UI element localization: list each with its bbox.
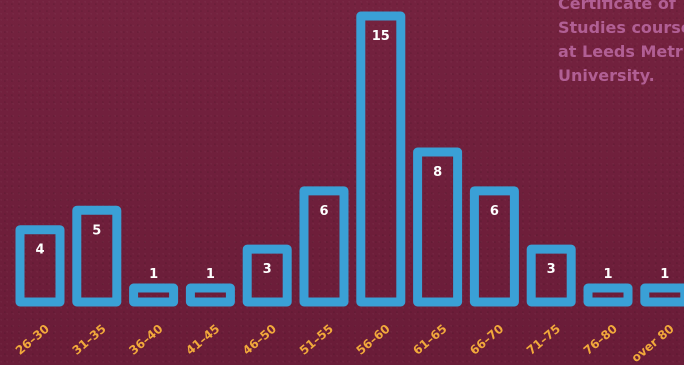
annotation-line: University.	[558, 66, 655, 85]
value-label: 6	[490, 204, 499, 219]
bar-31–35	[72, 205, 122, 307]
annotation-line: at Leeds Metr	[558, 42, 683, 61]
value-label: 1	[660, 267, 669, 282]
bar-over 80	[640, 283, 684, 307]
bar-36–40	[129, 283, 179, 307]
annotation-line: Studies course	[558, 18, 684, 37]
bar-41–45	[185, 283, 235, 307]
value-label: 15	[372, 29, 390, 44]
tick-label: 66–70	[467, 322, 506, 358]
tick-labels-layer: 26–30 31–35 36–40 41–45 46–50 51–55 56–60 61–65…	[13, 322, 677, 365]
value-label: 5	[92, 223, 101, 238]
tick-label: 71–75	[524, 322, 563, 358]
value-label: 3	[547, 262, 556, 277]
value-label: 1	[149, 267, 158, 282]
tick-label: over 80	[629, 322, 677, 365]
value-label: 6	[319, 204, 328, 219]
value-label: 1	[206, 267, 215, 282]
tick-label: 26–30	[13, 322, 52, 358]
bar-76–80	[583, 283, 633, 307]
bar-61–65	[413, 147, 463, 307]
tick-label: 61–65	[410, 322, 449, 358]
value-label: 4	[35, 243, 44, 258]
bar-46–50	[242, 244, 292, 307]
bar-71–75	[526, 244, 576, 307]
bar-66–70	[469, 186, 519, 307]
bar-26–30	[15, 225, 65, 307]
value-labels-layer: 4 5 1 1 3 6 15 8 6 3 1 1	[35, 29, 669, 282]
value-label: 3	[263, 262, 272, 277]
tick-label: 56–60	[354, 322, 393, 358]
tick-label: 41–45	[183, 322, 222, 358]
tick-label: 36–40	[126, 322, 165, 358]
bar-51–55	[299, 186, 349, 307]
value-label: 8	[433, 165, 442, 180]
tick-label: 76–80	[581, 322, 620, 358]
bars-layer	[15, 11, 684, 307]
value-label: 1	[603, 267, 612, 282]
tick-label: 31–35	[70, 322, 109, 358]
annotation-text: Certificate of Studies course at Leeds M…	[558, 0, 684, 88]
bar-56–60	[356, 11, 406, 307]
tick-label: 46–50	[240, 322, 279, 358]
annotation-line: Certificate of	[558, 0, 676, 13]
tick-label: 51–55	[297, 322, 336, 358]
